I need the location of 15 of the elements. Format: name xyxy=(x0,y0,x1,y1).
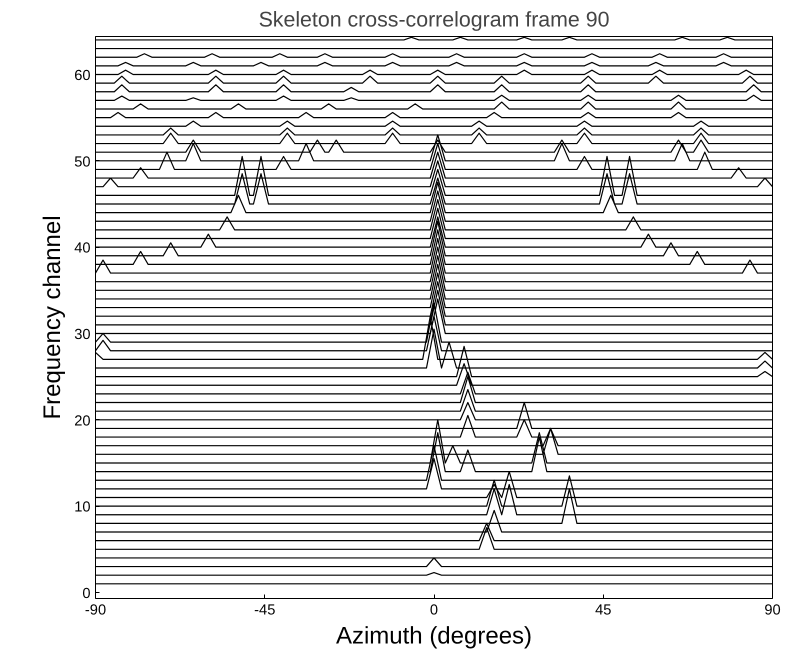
y-tick-label: 40 xyxy=(74,240,91,257)
x-tick-label: 90 xyxy=(764,602,781,618)
x-tick-label: 45 xyxy=(595,602,612,618)
x-tick-label: -90 xyxy=(84,602,106,618)
y-tick-label: 20 xyxy=(74,413,91,430)
y-tick-label: 60 xyxy=(74,68,91,84)
y-tick-label: 30 xyxy=(74,326,91,343)
y-tick-label: 0 xyxy=(82,586,91,602)
x-axis-title: Azimuth (degrees) xyxy=(336,622,532,650)
y-tick-label: 10 xyxy=(74,500,91,516)
chart-title: Skeleton cross-correlogram frame 90 xyxy=(258,8,610,32)
y-axis-title: Frequency channel xyxy=(39,215,66,420)
y-tick-label: 50 xyxy=(74,154,91,170)
x-tick-label: -45 xyxy=(254,602,276,618)
x-tick-label: 0 xyxy=(430,602,438,618)
